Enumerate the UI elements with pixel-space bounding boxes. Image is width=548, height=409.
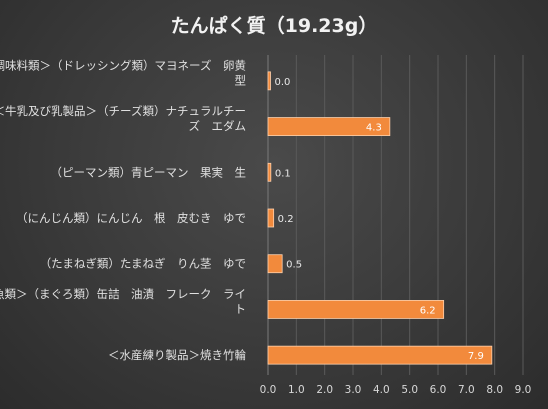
x-tick-label: 0.0	[260, 384, 277, 396]
x-tick-label: 9.0	[515, 384, 532, 396]
data-label: 6.2	[420, 305, 436, 316]
bar	[267, 300, 445, 319]
bar	[267, 71, 271, 91]
bar	[267, 117, 391, 136]
data-label: 0.2	[278, 214, 294, 225]
data-label: 4.3	[366, 123, 382, 134]
category-labels: ＜調味料類＞（ドレッシング類）マヨネーズ 卵黄型 ＜牛乳及び乳製品＞（チーズ類）ナ…	[0, 58, 246, 362]
chart-title: たんぱく質（19.23g）	[171, 14, 378, 37]
data-labels: 0.0 4.3 0.1 0.2 0.5 6.2 7.9	[275, 77, 484, 362]
bar	[267, 208, 275, 228]
category-label: （たまねぎ類）たまねぎ りん茎 ゆで	[40, 257, 246, 271]
gridlines	[267, 55, 524, 375]
category-label: 型	[235, 73, 247, 87]
bar	[267, 345, 493, 365]
data-label: 0.5	[286, 260, 302, 271]
data-label: 0.0	[275, 77, 291, 88]
category-label: ト	[235, 302, 247, 316]
x-tick-label: 4.0	[373, 384, 390, 396]
category-label: （ピーマン類）青ピーマン 果実 生	[51, 165, 247, 179]
x-tick-label: 8.0	[486, 384, 503, 396]
category-label: ＜牛乳及び乳製品＞（チーズ類）ナチュラルチー	[0, 104, 246, 118]
x-tick-label: 5.0	[401, 384, 418, 396]
bar	[267, 162, 272, 182]
x-tick-label: 2.0	[316, 384, 333, 396]
x-tick-label: 6.0	[430, 384, 447, 396]
x-tick-labels: 0.0 1.0 2.0 3.0 4.0 5.0 6.0 7.0 8.0 9.0	[260, 384, 532, 396]
category-label: ズ エダム	[189, 119, 247, 133]
category-label: ＜水産練り製品＞焼き竹輪	[108, 348, 246, 362]
bars	[267, 71, 493, 365]
x-tick-label: 3.0	[345, 384, 362, 396]
data-label: 0.1	[275, 168, 291, 179]
category-label: ＜調味料類＞（ドレッシング類）マヨネーズ 卵黄	[0, 58, 246, 72]
x-tick-label: 7.0	[458, 384, 475, 396]
data-label: 7.9	[468, 351, 484, 362]
category-label: ＜魚類＞（まぐろ類）缶詰 油漬 フレーク ライ	[0, 287, 246, 301]
category-label: （にんじん類）にんじん 根 皮むき ゆで	[16, 211, 246, 225]
bar	[267, 254, 283, 274]
x-tick-label: 1.0	[288, 384, 305, 396]
